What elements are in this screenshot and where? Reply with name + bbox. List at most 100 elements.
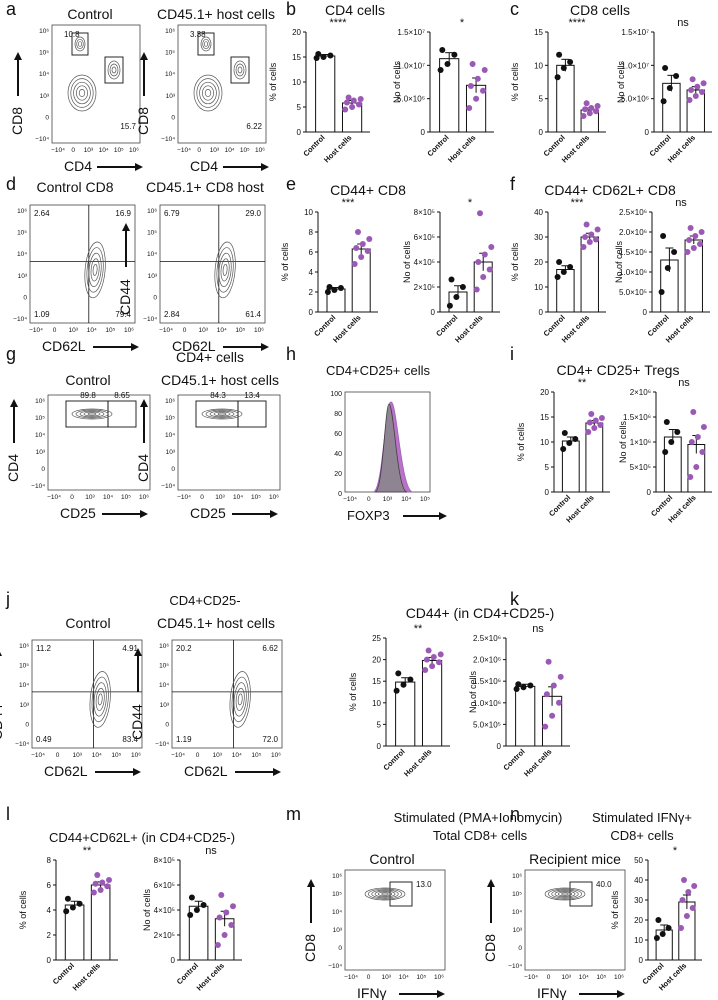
histogram-x-axis-label: FOXP3 (347, 508, 390, 523)
title-m-host: Recipient mice (529, 851, 621, 867)
data-point (515, 681, 522, 688)
y-tick-label: 20 (634, 916, 643, 925)
bar-control (663, 436, 682, 493)
y-tick: 0 (171, 114, 175, 121)
data-point (467, 83, 474, 89)
y-tick: 10⁵ (35, 415, 45, 422)
data-point (481, 67, 488, 73)
data-point (693, 464, 700, 470)
significance-b1: **** (329, 17, 347, 29)
x-tick: 10³ (68, 327, 78, 334)
x-tick: 10⁵ (121, 494, 131, 501)
significance-e1: *** (342, 197, 356, 209)
dn-population-contour (76, 85, 88, 101)
x-category-label: Host cells (402, 747, 433, 778)
y-tick: 0 (41, 466, 45, 473)
data-point (566, 440, 573, 446)
data-point (687, 225, 694, 231)
y-tick-label: 0 (377, 742, 382, 751)
histogram-x-tick: 10⁵ (420, 496, 430, 503)
y-tick: 10⁴ (39, 71, 49, 78)
x-axis-arrow-head (270, 510, 278, 518)
y-tick-label: 4×10⁵ (154, 906, 175, 915)
y-tick-label: 10 (292, 78, 301, 87)
quadrant-value-ll: 1.19 (176, 735, 192, 744)
x-tick: −10⁴ (177, 494, 191, 501)
data-point (689, 76, 696, 83)
cd4-population-contour (205, 409, 239, 419)
data-point (679, 897, 686, 903)
gate-cd4 (230, 56, 250, 84)
y-axis-label: CD8 (302, 934, 318, 962)
data-point (230, 903, 236, 910)
quadrant-value-ur: 6.62 (262, 644, 278, 653)
cd8-population-contour (203, 41, 209, 47)
cd8-population-contour (77, 41, 83, 47)
flow-plot-frame-a_ctrl (51, 24, 141, 144)
y-tick: 0 (45, 114, 49, 121)
title-m2: Total CD8+ cells (433, 828, 528, 843)
x-category-label: Control (175, 961, 200, 986)
cd8-population-contour (557, 891, 573, 897)
y-tick-label: 1.0×10⁷ (397, 61, 425, 70)
x-category-label: Host cells (446, 133, 477, 164)
data-point (586, 239, 593, 245)
y-tick: 10³ (166, 449, 176, 456)
flow-plot-frame-m_host (524, 869, 626, 971)
data-point (327, 52, 334, 59)
population-contour (220, 258, 230, 282)
data-point (659, 931, 666, 937)
x-tick: 10⁵ (114, 147, 124, 154)
gate-value-cd25-neg: 84.3 (210, 391, 226, 400)
dn-population-contour (202, 85, 214, 101)
x-tick: 10⁶ (255, 147, 265, 154)
quadrant-value-lr: 72.0 (262, 735, 278, 744)
y-tick-label: 15 (534, 28, 543, 37)
histogram-y-tick: 80 (334, 411, 342, 418)
quadrant-value-ul: 11.2 (36, 644, 52, 653)
y-axis-label-c2: No of cells (616, 60, 626, 103)
y-tick-label: 6×10⁵ (414, 233, 435, 242)
y-tick-label: 8 (47, 856, 52, 865)
x-axis-arrow-head (140, 510, 148, 518)
dn-population-contour (73, 81, 91, 105)
y-tick-label: 5 (377, 720, 382, 729)
data-point (699, 449, 706, 455)
population-contour (88, 252, 102, 287)
population-contour (235, 687, 245, 711)
y-tick: 10³ (18, 273, 28, 280)
data-point (342, 106, 349, 113)
y-tick-label: 6 (309, 248, 314, 257)
significance-k2: ns (532, 623, 544, 635)
y-axis-label-f2: No of cells (614, 240, 624, 283)
quadrant-value-lr: 79.4 (115, 310, 131, 319)
significance-c2: ns (677, 17, 689, 29)
y-tick-label: 2.0×10⁶ (619, 228, 647, 237)
y-axis-arrow-head (122, 223, 130, 231)
data-point (480, 274, 487, 280)
cd4-population-contour (209, 410, 235, 418)
gate-cd4 (104, 56, 124, 84)
cd4-population-contour (109, 63, 119, 77)
x-tick: 10⁶ (254, 327, 264, 334)
histogram-x-tick: 10³ (383, 496, 393, 503)
data-point (689, 905, 696, 911)
y-tick-label: 5.0×10⁶ (397, 95, 425, 104)
significance-b2: * (460, 17, 465, 29)
data-point (475, 259, 482, 265)
x-axis-arrow-head (273, 768, 281, 776)
gate-value-cd4: 6.22 (246, 122, 262, 131)
y-axis-arrow-head (134, 648, 142, 656)
y-tick: 10³ (36, 449, 46, 456)
x-tick: −10⁴ (29, 327, 43, 334)
panel-letter-l: l (6, 804, 10, 824)
data-point (437, 67, 444, 73)
population-contour (214, 241, 236, 299)
data-point (350, 97, 357, 104)
y-axis-arrow-head (140, 52, 148, 60)
data-point (353, 245, 360, 251)
x-tick: 10⁶ (124, 327, 134, 334)
population-contour (89, 671, 111, 728)
dn-population-contour (78, 89, 86, 97)
y-tick: 10³ (148, 273, 158, 280)
